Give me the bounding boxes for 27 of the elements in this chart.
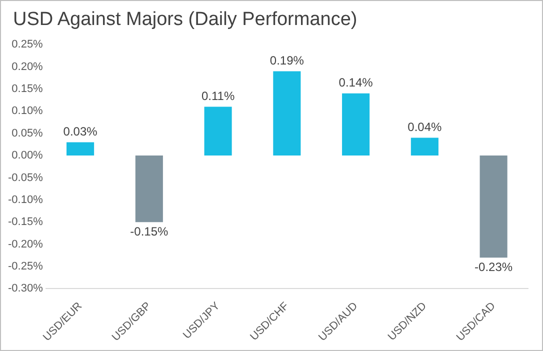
y-tick-label: 0.10% [12, 105, 44, 118]
bar [410, 138, 438, 156]
y-tick-label: 0.25% [12, 38, 44, 51]
data-label: -0.15% [130, 224, 169, 238]
y-tick-label: 0.15% [12, 83, 44, 96]
data-label: 0.19% [270, 54, 304, 68]
data-label: 0.14% [338, 76, 374, 90]
data-label: 0.03% [63, 124, 98, 139]
chart-title: USD Against Majors (Daily Performance) [13, 9, 358, 31]
y-tick-label: -0.15% [8, 216, 44, 228]
y-tick-label: -0.25% [8, 260, 44, 272]
bar [342, 93, 370, 156]
y-tick-label: -0.10% [8, 194, 44, 206]
y-tick-label: 0.00% [12, 150, 44, 162]
data-label: 0.11% [201, 89, 235, 104]
y-tick-label: 0.20% [12, 60, 44, 73]
bar [273, 71, 301, 156]
y-tick-label: 0.05% [12, 127, 44, 140]
bar [204, 106, 232, 156]
data-label: -0.23% [474, 260, 513, 274]
y-tick-label: -0.05% [8, 172, 44, 184]
bar [135, 156, 163, 222]
data-label: 0.04% [408, 120, 442, 134]
bar [480, 156, 508, 258]
y-tick-label: -0.20% [8, 238, 44, 250]
bar [66, 142, 94, 156]
y-tick-label: -0.30% [8, 282, 44, 295]
